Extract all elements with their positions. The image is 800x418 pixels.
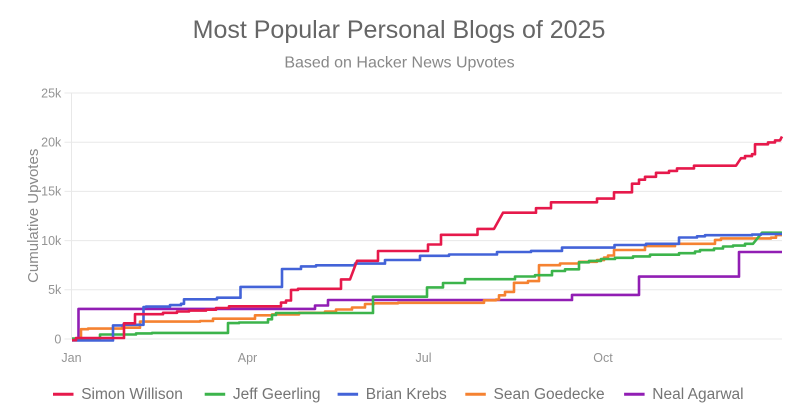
svg-text:25k: 25k: [41, 86, 62, 100]
svg-text:Apr: Apr: [238, 351, 257, 365]
svg-text:Oct: Oct: [593, 351, 613, 365]
svg-text:Based on Hacker News Upvotes: Based on Hacker News Upvotes: [284, 55, 514, 72]
svg-text:Jan: Jan: [61, 351, 81, 365]
svg-text:Most Popular Personal Blogs of: Most Popular Personal Blogs of 2025: [193, 16, 606, 44]
svg-text:Cumulative Upvotes: Cumulative Upvotes: [25, 149, 42, 283]
svg-text:Jeff Geerling: Jeff Geerling: [233, 386, 321, 403]
svg-text:20k: 20k: [41, 136, 62, 150]
svg-text:0: 0: [54, 332, 61, 346]
svg-text:10k: 10k: [41, 234, 62, 248]
svg-text:Neal Agarwal: Neal Agarwal: [652, 386, 743, 403]
svg-text:5k: 5k: [48, 283, 62, 297]
svg-text:Brian Krebs: Brian Krebs: [366, 386, 447, 403]
svg-text:15k: 15k: [41, 185, 62, 199]
svg-text:Simon Willison: Simon Willison: [81, 386, 183, 403]
svg-text:Jul: Jul: [416, 351, 432, 365]
svg-text:Sean Goedecke: Sean Goedecke: [494, 386, 605, 403]
